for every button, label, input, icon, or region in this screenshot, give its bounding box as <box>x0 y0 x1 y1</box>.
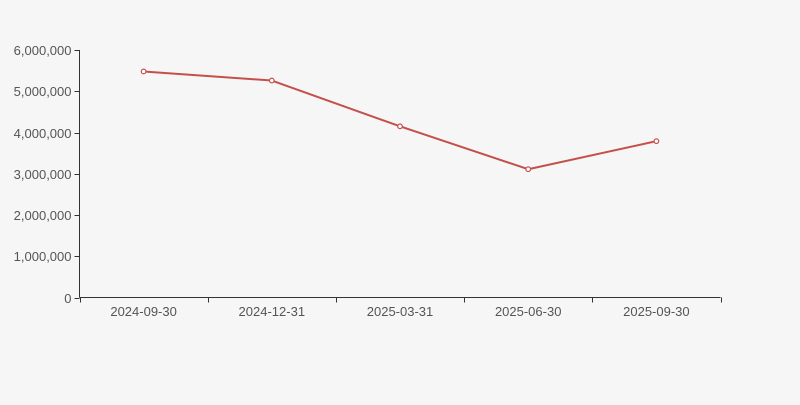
data-point-marker[interactable] <box>397 123 403 130</box>
y-axis-tick-label: 6,000,000 <box>14 43 72 58</box>
y-axis-tick-label: 5,000,000 <box>14 84 72 99</box>
x-axis-tick-label: 2024-09-30 <box>110 304 177 319</box>
series-line <box>142 70 658 171</box>
y-axis-tick-label: 4,000,000 <box>14 126 72 141</box>
x-axis-tick-label: 2024-12-31 <box>239 304 306 319</box>
data-point-marker[interactable] <box>653 138 660 145</box>
y-axis-tick-label: 0 <box>64 291 71 306</box>
data-point-marker[interactable] <box>268 77 275 84</box>
y-axis-tick-label: 2,000,000 <box>14 208 72 223</box>
y-axis-tick-label: 1,000,000 <box>14 249 72 264</box>
x-axis-tick-label: 2025-03-31 <box>367 304 434 319</box>
x-axis-tick-label: 2025-09-30 <box>623 304 690 319</box>
x-axis-tick-label: 2025-06-30 <box>495 304 562 319</box>
data-point-marker[interactable] <box>525 166 532 173</box>
y-axis-tick-label: 3,000,000 <box>14 167 72 182</box>
data-point-marker[interactable] <box>140 68 147 75</box>
